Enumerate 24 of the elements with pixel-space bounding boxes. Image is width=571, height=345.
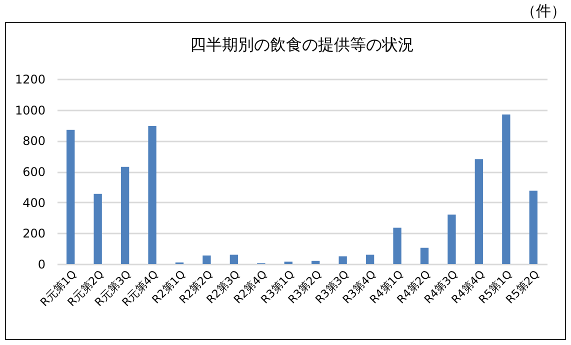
y-tick-label: 800 (22, 134, 46, 148)
bar (366, 254, 374, 264)
y-tick-label: 1200 (14, 72, 46, 86)
bar (420, 248, 429, 264)
bar (338, 256, 347, 264)
bar (202, 256, 211, 264)
bar (312, 260, 320, 264)
y-tick-label: 1000 (14, 103, 46, 118)
bar (120, 166, 130, 264)
bar (230, 254, 238, 264)
y-tick-label: 400 (22, 196, 46, 210)
bar (448, 214, 456, 264)
bar (502, 114, 510, 264)
bar (94, 194, 102, 264)
bar (66, 130, 75, 264)
y-tick-label: 600 (22, 165, 46, 179)
chart-title: 四半期別の飲食の提供等の状況 (190, 35, 414, 54)
bar (148, 126, 156, 264)
y-tick-label: 200 (22, 226, 46, 241)
bar (474, 159, 484, 264)
y-axis-title: （件） (520, 2, 566, 21)
bar (529, 190, 538, 264)
bar (393, 228, 402, 264)
y-tick-label: 0 (38, 258, 46, 272)
